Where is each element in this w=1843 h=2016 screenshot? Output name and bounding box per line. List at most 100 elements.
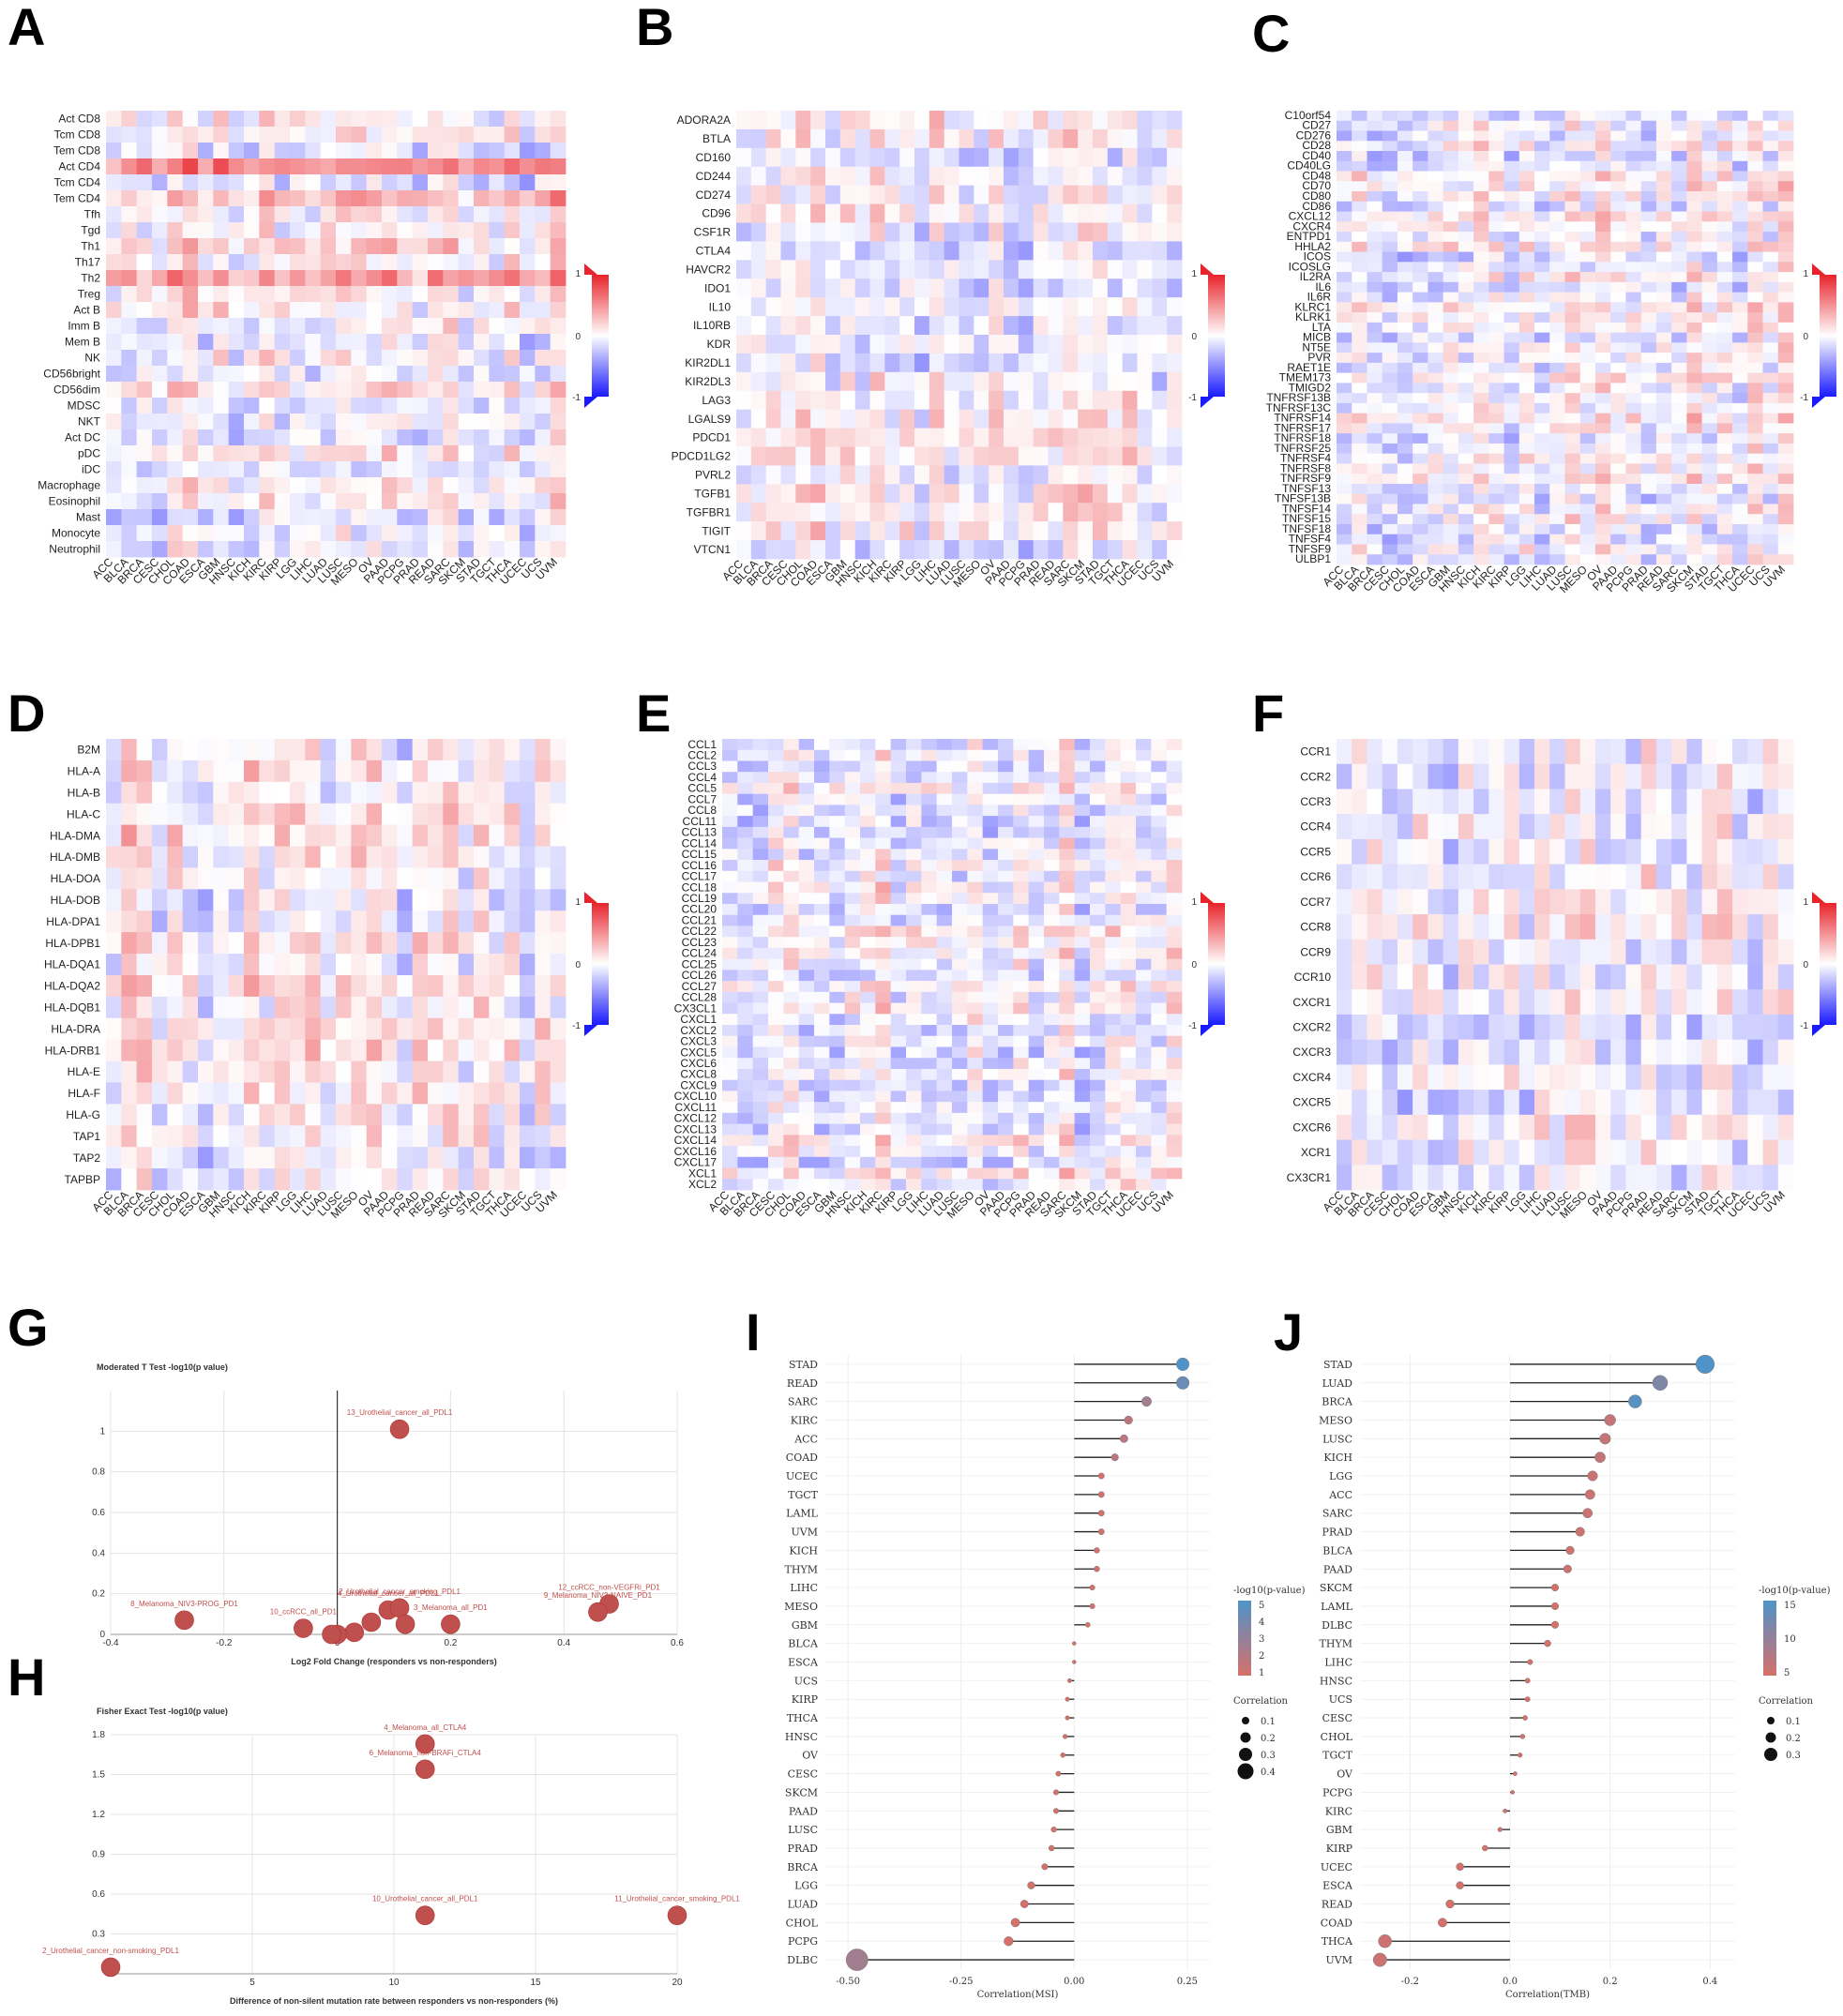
heat-cell [474,1061,490,1083]
heat-cell [1716,191,1733,203]
heat-row-label: Mem B [65,336,100,349]
heat-cell [535,238,551,255]
heat-cell [504,493,521,510]
heat-cell [1044,1123,1060,1136]
heat-cell [1074,1025,1091,1037]
heat-cell [1078,503,1094,522]
heat-cell [458,429,475,446]
heat-cell [1716,130,1733,142]
heat-cell [121,158,138,175]
heat-cell [198,190,214,207]
heat-cell [1048,521,1064,541]
heat-cell [1151,903,1168,916]
heat-cell [810,111,826,130]
heat-cell [1503,453,1520,464]
heat-cell [1090,881,1106,894]
heat-cell [182,525,199,542]
heat-cell [1747,443,1763,455]
heat-cell [1166,958,1183,970]
heat-cell [213,222,230,239]
heat-cell [737,903,754,916]
heat-cell [320,286,337,303]
heat-cell [1063,111,1079,130]
heat-cell [1473,251,1489,263]
heat-cell [520,910,536,933]
heat-cell [290,398,306,414]
heat-cell [1534,554,1550,565]
heat-row-label: Tgd [81,224,100,237]
heat-cell [1367,130,1383,142]
heat-cell [535,382,551,399]
heat-cell [1074,816,1091,828]
heat-cell [1428,463,1444,474]
heat-cell [274,932,291,955]
heat-cell [1503,302,1520,313]
heat-cell [1367,544,1383,555]
heat-cell [1033,428,1049,447]
heat-cell [1701,272,1718,283]
heat-cell [1640,262,1657,273]
heat-cell [1579,272,1596,283]
heat-cell [1093,540,1109,560]
heat-cell [152,760,168,783]
heat-cell [839,353,856,373]
heat-cell [1122,484,1138,504]
heat-cell [722,1046,738,1059]
heat-cell [336,143,352,159]
heat-cell [1018,353,1035,373]
heat-cell [1747,433,1763,444]
heat-cell [198,781,214,805]
heat-cell [397,206,414,223]
heat-cell [1059,1102,1076,1114]
heat-cell [1412,181,1428,192]
heat-cell [982,1091,999,1103]
heat-cell [1367,474,1383,485]
heat-cell [152,414,168,430]
heat-cell [1640,302,1657,313]
heat-row-label: Tfh [84,208,100,221]
heat-cell [890,772,907,784]
heat-cell [998,1135,1014,1147]
heat-cell [1686,453,1702,464]
heat-cell [899,128,915,149]
heat-cell [810,390,826,411]
heat-cell [1610,232,1626,243]
heat-cell [1686,272,1702,283]
heat-cell [944,335,959,354]
heat-cell [1093,503,1109,522]
heat-cell [106,1104,122,1126]
heat-cell [1063,446,1079,466]
heat-cell [182,1017,199,1041]
heat-cell [1579,111,1596,122]
heat-cell [366,867,383,890]
heat-cell [1412,413,1428,424]
heat-cell [798,739,815,751]
heat-cell [1028,1079,1045,1091]
heat-row-label: KLRC1 [1294,300,1331,313]
heat-cell [1412,453,1428,464]
heat-cell [929,278,945,298]
heat-cell [274,781,291,805]
heat-cell [382,1104,398,1126]
heat-cell [967,860,984,872]
heat-cell [152,222,168,239]
heat-cell [1671,171,1687,182]
heat-cell [1534,262,1550,273]
heat-cell [1004,446,1020,466]
heat-cell [320,781,337,805]
heat-cell [1732,393,1748,404]
heat-cell [1136,1025,1152,1037]
heat-cell [1671,353,1687,364]
heat-cell [351,477,368,494]
heat-cell [839,185,856,204]
heat-cell [844,837,861,850]
heat-row-label: Treg [78,288,100,301]
heat-cell [182,846,199,868]
heat-cell [768,981,784,993]
heat-cell [1732,372,1748,384]
heat-cell [1428,393,1444,404]
heat-cell [382,382,398,399]
heat-cell [1777,130,1794,142]
heat-cell [869,503,885,522]
heat-cell [1625,443,1642,455]
